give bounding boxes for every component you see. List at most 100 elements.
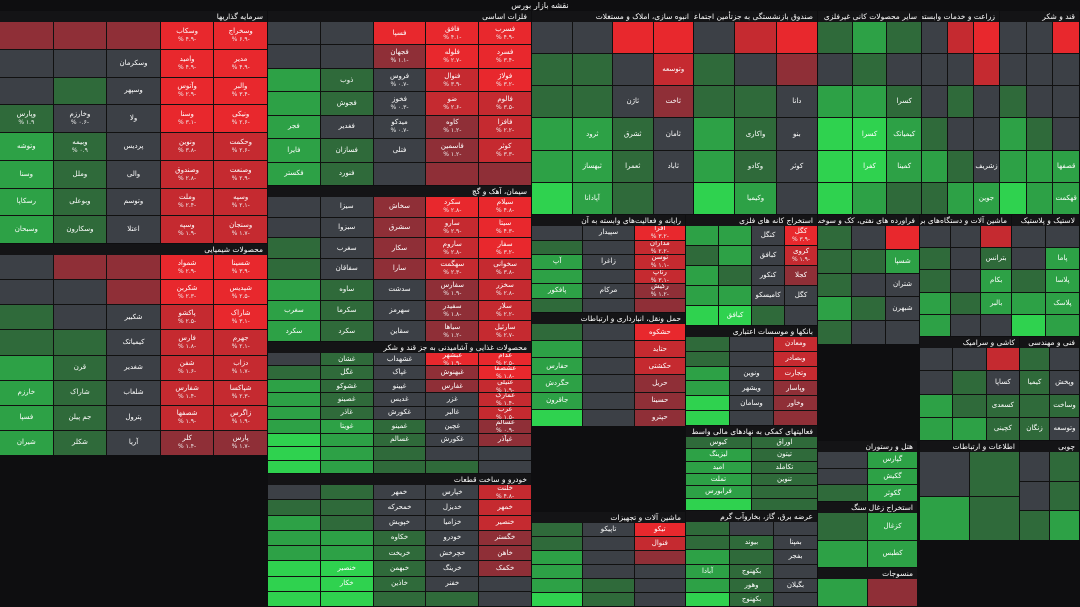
stock-tile[interactable]: وآتوس -۲.۹ % [160,77,214,105]
stock-tile[interactable]: خمهر [373,485,426,500]
stock-tile[interactable] [818,86,852,118]
sector-title[interactable]: کاشی و سرامیک [920,337,1019,348]
sector-title[interactable]: فراورده های نفتی، کک و سوخت هسته ای [818,215,919,226]
stock-tile[interactable]: سلار -۲.۲ % [479,300,531,321]
stock-tile[interactable]: غویتا [320,420,373,433]
stock-tile[interactable]: ونوین -۳.۸ % [160,133,214,160]
stock-tile[interactable] [694,182,735,214]
stock-tile[interactable]: سهگمت -۲.۳ % [426,259,479,279]
sector-title[interactable]: فلزات اساسی [268,11,531,22]
stock-tile[interactable] [0,22,53,49]
stock-tile[interactable] [532,118,572,150]
stock-tile[interactable]: شکلر [53,430,107,455]
stock-tile[interactable] [268,447,320,460]
stock-tile[interactable]: جم پیلن [53,405,107,430]
stock-tile[interactable] [583,593,634,606]
stock-tile[interactable]: خکار [320,576,373,591]
stock-tile[interactable] [53,22,107,49]
stock-tile[interactable]: والبر -۳.۴ % [214,77,267,105]
sector-title[interactable]: منسوجات [818,568,917,579]
stock-tile[interactable] [774,564,817,578]
stock-tile[interactable]: حفارس [532,358,583,375]
sector-title[interactable]: قند و شکر [1000,11,1079,22]
stock-tile[interactable] [730,337,773,351]
stock-tile[interactable] [1012,248,1045,270]
stock-tile[interactable] [320,530,373,545]
stock-tile[interactable] [1000,118,1026,150]
stock-tile[interactable] [53,305,107,330]
stock-tile[interactable]: سکرد [268,321,320,341]
stock-tile[interactable]: شکربن -۲.۳ % [160,280,214,305]
stock-tile[interactable]: ونیکی -۲.۶ % [214,105,267,132]
stock-tile[interactable]: خپویش [373,515,426,530]
sector-title[interactable]: بانکها و موسسات اعتباری [686,326,817,337]
stock-tile[interactable]: ثشرق [613,118,653,150]
stock-tile[interactable]: اعتلا [107,216,160,243]
stock-tile[interactable] [1020,452,1049,481]
stock-tile[interactable]: آریا [107,430,160,455]
stock-tile[interactable] [0,255,53,280]
stock-tile[interactable] [922,22,947,54]
stock-tile[interactable] [1026,54,1053,86]
stock-tile[interactable]: غبشهر -۱.۹ % [426,353,479,366]
stock-tile[interactable] [0,305,53,330]
stock-tile[interactable] [852,273,885,297]
stock-tile[interactable]: غمارگ -۱.۴ % [479,393,531,406]
stock-tile[interactable]: خبهمن [373,561,426,576]
stock-tile[interactable] [426,591,479,606]
stock-tile[interactable] [0,49,53,77]
stock-tile[interactable] [107,22,160,49]
stock-tile[interactable]: خپارس [426,485,479,500]
stock-tile[interactable] [426,447,479,460]
stock-tile[interactable]: کجلا [785,266,817,285]
stock-tile[interactable] [583,565,634,578]
stock-tile[interactable]: سیتا -۴.۳ % [479,217,531,238]
stock-tile[interactable]: غنیلی -۱.۹ % [479,379,531,393]
sector-title[interactable]: ماشین آلات و تجهیزات [532,512,685,523]
stock-tile[interactable]: غکورش [373,406,426,420]
stock-tile[interactable] [920,292,950,314]
stock-tile[interactable]: گکوثر [868,485,917,501]
stock-tile[interactable]: کسعدی [986,394,1019,417]
stock-tile[interactable] [53,330,107,355]
stock-tile[interactable] [686,246,718,265]
stock-tile[interactable]: شبهرن [886,297,919,321]
stock-tile[interactable] [686,550,729,564]
stock-tile[interactable]: سیزا [320,197,373,217]
stock-tile[interactable] [479,162,531,185]
stock-tile[interactable] [426,460,479,473]
stock-tile[interactable]: وسخراج -۶.۹ % [214,22,267,49]
stock-tile[interactable]: جهرم -۲.۱ % [214,330,267,355]
sector-title[interactable]: عرضه برق، گاز، بخاروآب گرم [686,511,817,522]
stock-tile[interactable]: بفجر [774,550,817,564]
stock-tile[interactable] [1000,54,1026,86]
stock-tile[interactable] [53,280,107,305]
stock-tile[interactable] [572,86,612,118]
stock-tile[interactable] [1046,226,1079,248]
stock-tile[interactable] [920,348,953,371]
stock-tile[interactable] [970,452,1019,496]
stock-tile[interactable] [920,452,969,496]
stock-tile[interactable]: ساروم -۲.۸ % [426,238,479,259]
stock-tile[interactable] [532,269,583,283]
stock-tile[interactable]: غصینو [320,393,373,406]
stock-tile[interactable]: گکیش [868,468,917,485]
stock-tile[interactable] [686,286,718,305]
stock-tile[interactable]: غزر [426,393,479,406]
stock-tile[interactable] [613,22,653,54]
stock-tile[interactable] [1050,511,1079,540]
stock-tile[interactable] [320,546,373,561]
stock-tile[interactable]: شیران [0,430,53,455]
stock-tile[interactable] [818,485,867,501]
stock-tile[interactable]: غالبر [426,406,479,420]
stock-tile[interactable]: لیزینگ [686,449,751,461]
stock-tile[interactable]: پلاسک [1046,292,1079,314]
stock-tile[interactable] [268,379,320,393]
stock-tile[interactable]: وسکرمان [107,49,160,77]
stock-tile[interactable] [373,162,426,185]
stock-tile[interactable] [532,226,583,240]
stock-tile[interactable] [730,522,773,536]
stock-tile[interactable] [532,341,583,358]
stock-tile[interactable]: کاوه -۱.۲ % [426,115,479,139]
stock-tile[interactable] [1012,226,1045,248]
